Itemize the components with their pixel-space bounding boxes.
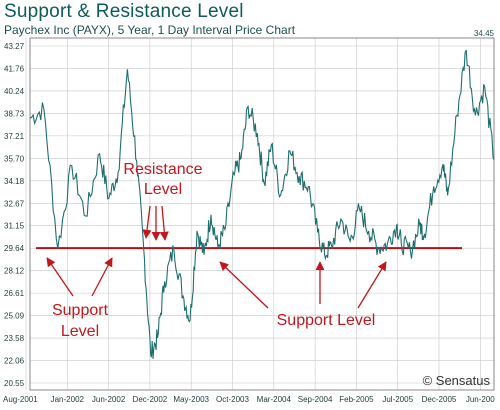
x-tick-label: Dec-2005 [422, 395, 457, 404]
chart-subtitle: Paychex Inc (PAYX), 5 Year, 1 Day Interv… [4, 23, 296, 37]
y-tick-label: 31.15 [4, 222, 25, 231]
y-tick-label: 22.06 [4, 357, 25, 366]
y-tick-label: 23.58 [4, 334, 25, 343]
y-tick-label: 37.21 [4, 132, 25, 141]
y-tick-label: 38.73 [4, 109, 25, 118]
x-axis: Aug-2001 Jan-2002 Jun-2002 Dec-2002 May-2003… [3, 395, 495, 404]
y-tick-label: 32.67 [4, 199, 25, 208]
support-label-left-line-2: Level [61, 323, 99, 340]
x-tick-label: Oct-2003 [216, 395, 249, 404]
y-tick-label: 29.64 [4, 244, 25, 253]
chart-title: Support & Resistance Level [4, 1, 244, 22]
plot-frame [29, 37, 495, 391]
x-tick-label: Mar-2004 [257, 395, 292, 404]
support-arrow-right-3 [357, 261, 387, 309]
x-tick-label: Jul-2005 [382, 395, 413, 404]
x-tick-label: Jun-2002 [92, 395, 126, 404]
x-tick-label: Jan-2002 [51, 395, 85, 404]
x-tick-label: Feb-2005 [339, 395, 374, 404]
support-label-left-line-1: Support [52, 302, 109, 319]
y-tick-label: 40.24 [4, 87, 25, 96]
x-tick-label: Sep-2004 [298, 395, 333, 404]
y-tick-label: 26.61 [4, 289, 25, 298]
resistance-arrow-1 [142, 205, 152, 239]
support-arrow-left-1 [46, 257, 74, 297]
last-price-label: 34.45 [473, 29, 494, 38]
resistance-label-line-2: Level [144, 181, 182, 198]
x-tick-label: Jun-200 [466, 395, 495, 404]
y-tick-label: 35.70 [4, 154, 25, 163]
y-tick-label: 28.12 [4, 267, 25, 276]
y-axis: 43.27 41.76 40.24 38.73 37.21 35.70 34.18 32.67… [4, 42, 25, 388]
support-arrow-right-1 [219, 261, 269, 309]
x-tick-label: May-2003 [173, 395, 209, 404]
support-arrow-left-2 [91, 257, 113, 297]
x-tick-label: Dec-2002 [133, 395, 168, 404]
y-tick-label: 25.09 [4, 312, 25, 321]
y-tick-label: 41.76 [4, 64, 25, 73]
support-label-right: Support Level [277, 312, 376, 329]
x-tick-label: Aug-2001 [3, 395, 38, 404]
y-tick-label: 20.55 [4, 379, 25, 388]
price-series-line [29, 49, 495, 359]
resistance-label-line-1: Resistance [123, 161, 202, 178]
resistance-arrow-3 [159, 205, 169, 241]
y-tick-label: 34.18 [4, 177, 25, 186]
y-tick-label: 43.27 [4, 42, 25, 51]
credit-label: © Sensatus [423, 373, 491, 388]
annotations: Resistance Level Support Level Support L… [46, 161, 387, 340]
